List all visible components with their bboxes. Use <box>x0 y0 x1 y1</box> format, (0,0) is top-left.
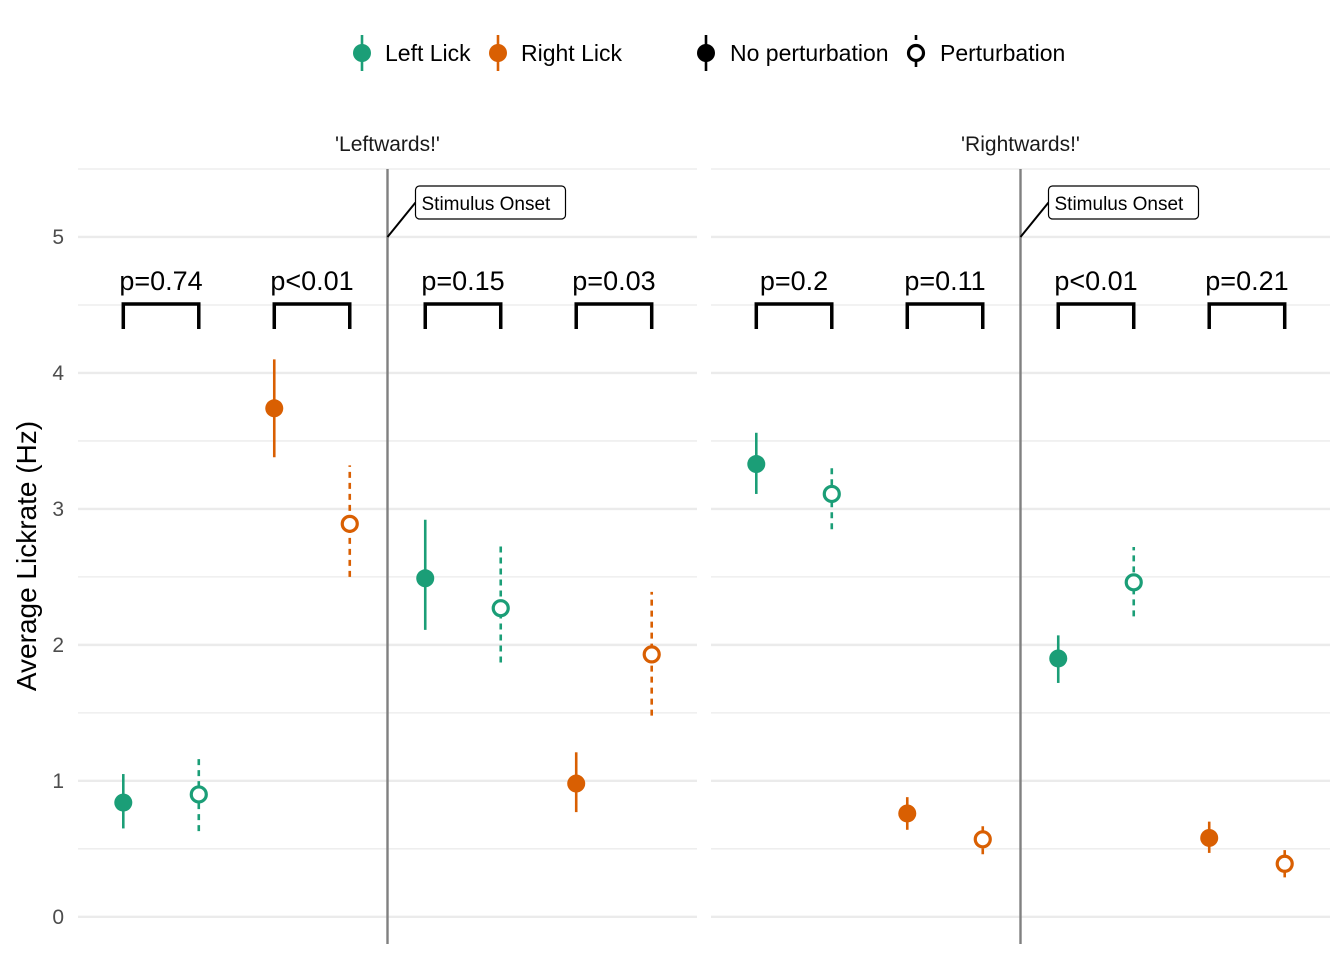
legend-item: Perturbation <box>906 35 1065 71</box>
data-point-group <box>567 752 586 813</box>
data-point-group <box>973 825 992 855</box>
annotation-label: Stimulus Onset <box>1055 194 1185 215</box>
data-point-group <box>1275 850 1294 878</box>
data-point-open <box>340 514 359 533</box>
legend-label: Left Lick <box>385 40 471 66</box>
data-point-group <box>491 541 510 663</box>
legend-key-marker <box>906 43 926 63</box>
annotation-box <box>414 185 567 220</box>
legend-label: Right Lick <box>521 40 622 66</box>
data-point-filled <box>567 774 586 793</box>
legend: Left Lick Right Lick No perturbation Pertur… <box>353 35 1065 71</box>
y-tick-label: 3 <box>52 498 64 521</box>
legend-label: Perturbation <box>940 40 1065 66</box>
panel-title: 'Leftwards!' <box>335 133 440 156</box>
y-tick-label: 4 <box>52 362 64 385</box>
data-point-group <box>265 359 284 458</box>
data-point-filled <box>416 569 435 588</box>
data-point-group <box>1200 821 1219 853</box>
significance-bracket <box>272 302 352 329</box>
y-axis-title-group: Average Lickrate (Hz) <box>11 421 42 691</box>
panels: 'Leftwards!' Stimulus Onset p=0.74 p<0.01 p=… <box>78 133 1330 944</box>
data-point-group <box>114 774 133 829</box>
p-value-label: p<0.01 <box>270 266 353 296</box>
data-point-open <box>973 830 992 849</box>
p-value-label: p=0.03 <box>572 266 655 296</box>
y-tick-label: 2 <box>52 634 64 657</box>
data-point-group <box>642 591 661 716</box>
y-tick-label: 5 <box>52 226 64 249</box>
y-tick-label: 0 <box>52 906 64 929</box>
significance-bracket <box>121 302 201 329</box>
data-point-filled <box>747 455 766 474</box>
data-point-group <box>1049 635 1068 683</box>
data-point-open <box>822 484 841 504</box>
significance-bracket <box>574 302 654 329</box>
panel-title: 'Rightwards!' <box>961 133 1080 156</box>
p-value-label: p=0.15 <box>421 266 504 296</box>
legend-key-marker <box>489 44 507 62</box>
significance-bracket <box>423 302 503 329</box>
annotation-box <box>1047 185 1200 220</box>
y-tick-label: 1 <box>52 770 64 793</box>
legend-key-marker <box>697 44 715 62</box>
annotation-label: Stimulus Onset <box>422 194 552 215</box>
panel: 'Leftwards!' Stimulus Onset p=0.74 p<0.01 p=… <box>78 133 697 944</box>
significance-bracket <box>905 302 985 329</box>
significance-bracket <box>1207 302 1287 329</box>
legend-item: No perturbation <box>697 35 889 71</box>
annotation-leader <box>1019 201 1050 238</box>
legend-label: No perturbation <box>730 40 889 66</box>
data-point-open <box>189 785 208 804</box>
data-point-open <box>642 645 661 664</box>
y-axis-title: Average Lickrate (Hz) <box>11 421 42 691</box>
data-point-group <box>822 464 841 530</box>
data-point-filled <box>1049 649 1068 668</box>
data-point-filled <box>265 399 284 418</box>
data-point-group <box>747 432 766 494</box>
data-point-open <box>491 599 510 618</box>
significance-bracket <box>1056 302 1136 329</box>
p-value-label: p=0.11 <box>904 266 985 296</box>
data-point-group <box>189 755 208 832</box>
p-value-label: p=0.21 <box>1205 266 1288 296</box>
panel: 'Rightwards!' Stimulus Onset p=0.2 p=0.11 p<… <box>711 133 1330 944</box>
data-point-group <box>416 519 435 630</box>
legend-key-marker <box>353 44 371 62</box>
data-point-open <box>1124 573 1143 592</box>
data-point-filled <box>898 804 917 823</box>
legend-item: Right Lick <box>489 35 622 71</box>
annotation-leader <box>386 201 417 238</box>
p-value-label: p=0.74 <box>119 266 202 296</box>
data-point-group <box>1124 546 1143 617</box>
data-point-filled <box>1200 828 1219 847</box>
significance-bracket <box>754 302 834 329</box>
p-value-label: p=0.2 <box>760 266 828 296</box>
data-point-open <box>1275 854 1294 873</box>
legend-item: Left Lick <box>353 35 471 71</box>
data-point-filled <box>114 793 133 812</box>
p-value-label: p<0.01 <box>1054 266 1137 296</box>
y-axis-ticks: 0 1 2 3 4 5 <box>52 226 64 929</box>
data-point-group <box>340 465 359 577</box>
data-point-group <box>898 797 917 830</box>
